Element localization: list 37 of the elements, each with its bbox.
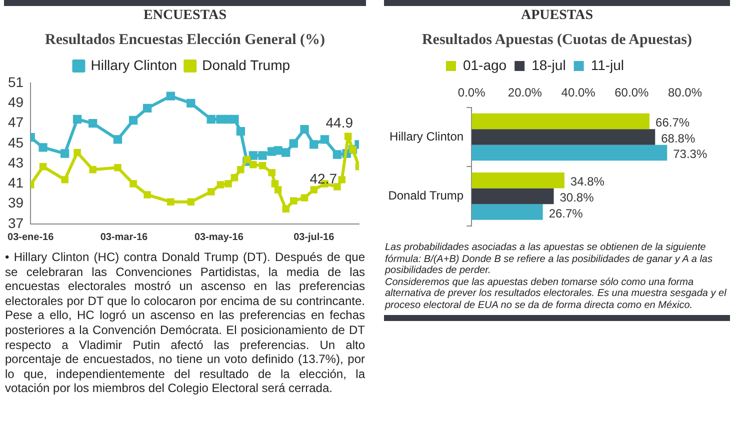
text: Consideremos que las apuestas deben tomarse sólo como una forma alternativa de prever los resultados electorales. Es una muestra sesgada y el proceso electoral de EUA no se da de forma directa como en México. — [385, 276, 728, 311]
legend-label: Donald Trump — [202, 56, 290, 73]
y-tick-label: 47 — [8, 114, 24, 130]
data-label: 66.7% — [656, 116, 690, 130]
chart-subtitle: Resultados Encuestas Elección General (%) — [45, 32, 325, 49]
legend-label: Hillary Clinton — [90, 56, 178, 73]
y-tick-label: 45 — [8, 134, 24, 150]
y-tick-label: 49 — [8, 94, 24, 110]
annotation: 42.7 — [310, 170, 338, 186]
annotation: 44.9 — [326, 114, 354, 130]
x-tick-label: 03-may-16 — [194, 232, 244, 243]
text: Las probabilidades asociadas a las apuestas se obtienen de la siguiente fórmula: B/(A+B) Donde B se refiere a las posibilidades de ganar y A a las posibilidades de perder. — [385, 242, 714, 276]
data-label: 30.8% — [560, 190, 594, 205]
y-tick-label: 43 — [8, 154, 24, 170]
y-tick-label: 51 — [8, 74, 24, 90]
x-tick-label: 0.0% — [458, 86, 486, 100]
x-tick-label: 20.0% — [508, 86, 542, 100]
x-tick-label: 03-ene-16 — [8, 232, 54, 243]
chart-title: ENCUESTAS — [144, 8, 226, 24]
y-tick-label: 39 — [8, 194, 24, 211]
legend-label: 11-jul — [590, 56, 624, 73]
data-label: 26.7% — [548, 206, 584, 220]
data-label: 34.8% — [570, 174, 605, 189]
text: • Hillary Clinton (HC) contra Donald Trump (DT). Después de que se celebraran las Convenciones Partidistas, la media de las encuestas electorales mostró un ascenso en las preferencias electorales por DT que lo colocaron por encima de su contrincante. Pese a ello, HC logró un ascenso en las preferencias en fechas posteriores a la Convención Demócrata. El posicionamiento de DT respecto a Vladimir Putin afectó las preferencias. Un alto porcentaje de encuestados, no tiene un voto definido (13.7%), por lo que, independientemente del resultado de la elección, la votación por los miembros del Colegio Electoral será cerrada. — [5, 250, 365, 396]
x-tick-label: 80.0% — [668, 86, 702, 100]
data-label: 73.3% — [673, 147, 708, 162]
x-tick-label: 03-jul-16 — [294, 232, 335, 243]
legend-label: 01-ago — [462, 56, 507, 73]
y-tick-label: 37 — [8, 214, 24, 231]
legend-label: 18-jul — [532, 56, 566, 73]
chart-title: APUESTAS — [520, 8, 594, 24]
y-tick-label: 41 — [8, 174, 24, 191]
x-tick-label: 40.0% — [561, 86, 596, 100]
chart-subtitle: Resultados Apuestas (Cuotas de Apuestas) — [422, 32, 692, 49]
x-tick-label: 03-mar-16 — [100, 232, 148, 243]
data-label: 68.8% — [661, 131, 696, 146]
x-tick-label: 60.0% — [614, 86, 649, 100]
